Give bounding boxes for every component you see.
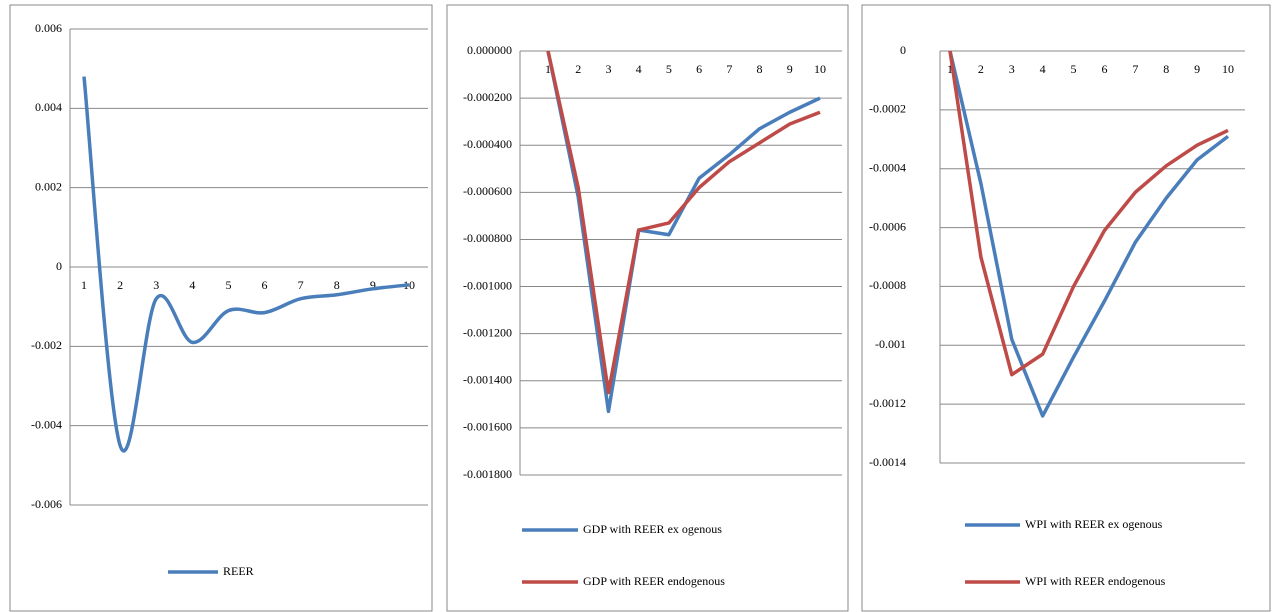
x-tick-label: 9 [1194,62,1200,76]
y-tick-label: 0.000000 [467,43,512,57]
x-tick-label: 9 [787,62,793,76]
panel [446,4,849,612]
x-tick-label: 2 [978,62,984,76]
x-tick-label: 10 [1222,62,1234,76]
x-tick-label: 6 [696,62,702,76]
y-tick-label: -0.0006 [869,219,906,233]
y-tick-label: -0.000600 [463,184,512,198]
y-tick-label: -0.002 [31,338,62,352]
y-tick-label: -0.004 [31,417,62,431]
panel [861,4,1271,612]
y-tick-label: -0.001400 [463,373,512,387]
y-tick-label: -0.006 [31,497,62,511]
series-line [948,50,1229,377]
panel [9,4,433,612]
series-line [82,76,410,453]
x-tick-label: 9 [370,278,376,292]
x-tick-label: 8 [334,278,340,292]
x-tick-label: 5 [1071,62,1077,76]
legend-label: REER [223,564,254,578]
x-tick-label: 1 [947,62,953,76]
x-tick-label: 10 [403,278,415,292]
legend-label: GDP with REER endogenous [583,574,725,588]
y-tick-label: -0.000200 [463,90,512,104]
y-tick-label: 0 [900,43,906,57]
y-tick-label: -0.000800 [463,231,512,245]
y-tick-label: 0.004 [35,100,62,114]
y-tick-label: 0.006 [35,21,62,35]
y-tick-label: -0.0002 [869,102,906,116]
y-tick-label: -0.0008 [869,278,906,292]
y-tick-label: 0 [56,259,62,273]
legend-label: GDP with REER ex ogenous [583,522,722,536]
y-tick-label: 0.002 [35,179,62,193]
x-tick-label: 2 [575,62,581,76]
x-tick-label: 2 [117,278,123,292]
x-tick-label: 6 [262,278,268,292]
x-tick-label: 8 [757,62,763,76]
x-tick-label: 3 [605,62,611,76]
y-tick-label: -0.000400 [463,137,512,151]
x-tick-label: 1 [81,278,87,292]
x-tick-label: 7 [1132,62,1138,76]
x-tick-label: 4 [189,278,195,292]
x-tick-label: 7 [726,62,732,76]
y-tick-label: -0.001 [875,337,906,351]
series-line [546,50,821,395]
y-tick-label: -0.001800 [463,467,512,481]
legend-label: WPI with REER ex ogenous [1025,517,1163,531]
y-tick-label: -0.001600 [463,420,512,434]
x-tick-label: 7 [298,278,304,292]
x-tick-label: 10 [814,62,826,76]
x-tick-label: 4 [636,62,642,76]
x-tick-label: 3 [1009,62,1015,76]
y-tick-label: -0.0014 [869,455,906,469]
legend-label: WPI with REER endogenous [1025,574,1166,588]
y-tick-label: -0.001200 [463,325,512,339]
x-tick-label: 1 [545,62,551,76]
series-line [948,50,1230,418]
x-tick-label: 3 [153,278,159,292]
x-tick-label: 5 [666,62,672,76]
x-tick-label: 5 [225,278,231,292]
y-tick-label: -0.0012 [869,396,906,410]
x-tick-label: 8 [1163,62,1169,76]
x-tick-label: 6 [1101,62,1107,76]
x-tick-label: 4 [1040,62,1046,76]
y-tick-label: -0.001000 [463,278,512,292]
y-tick-label: -0.0004 [869,160,906,174]
